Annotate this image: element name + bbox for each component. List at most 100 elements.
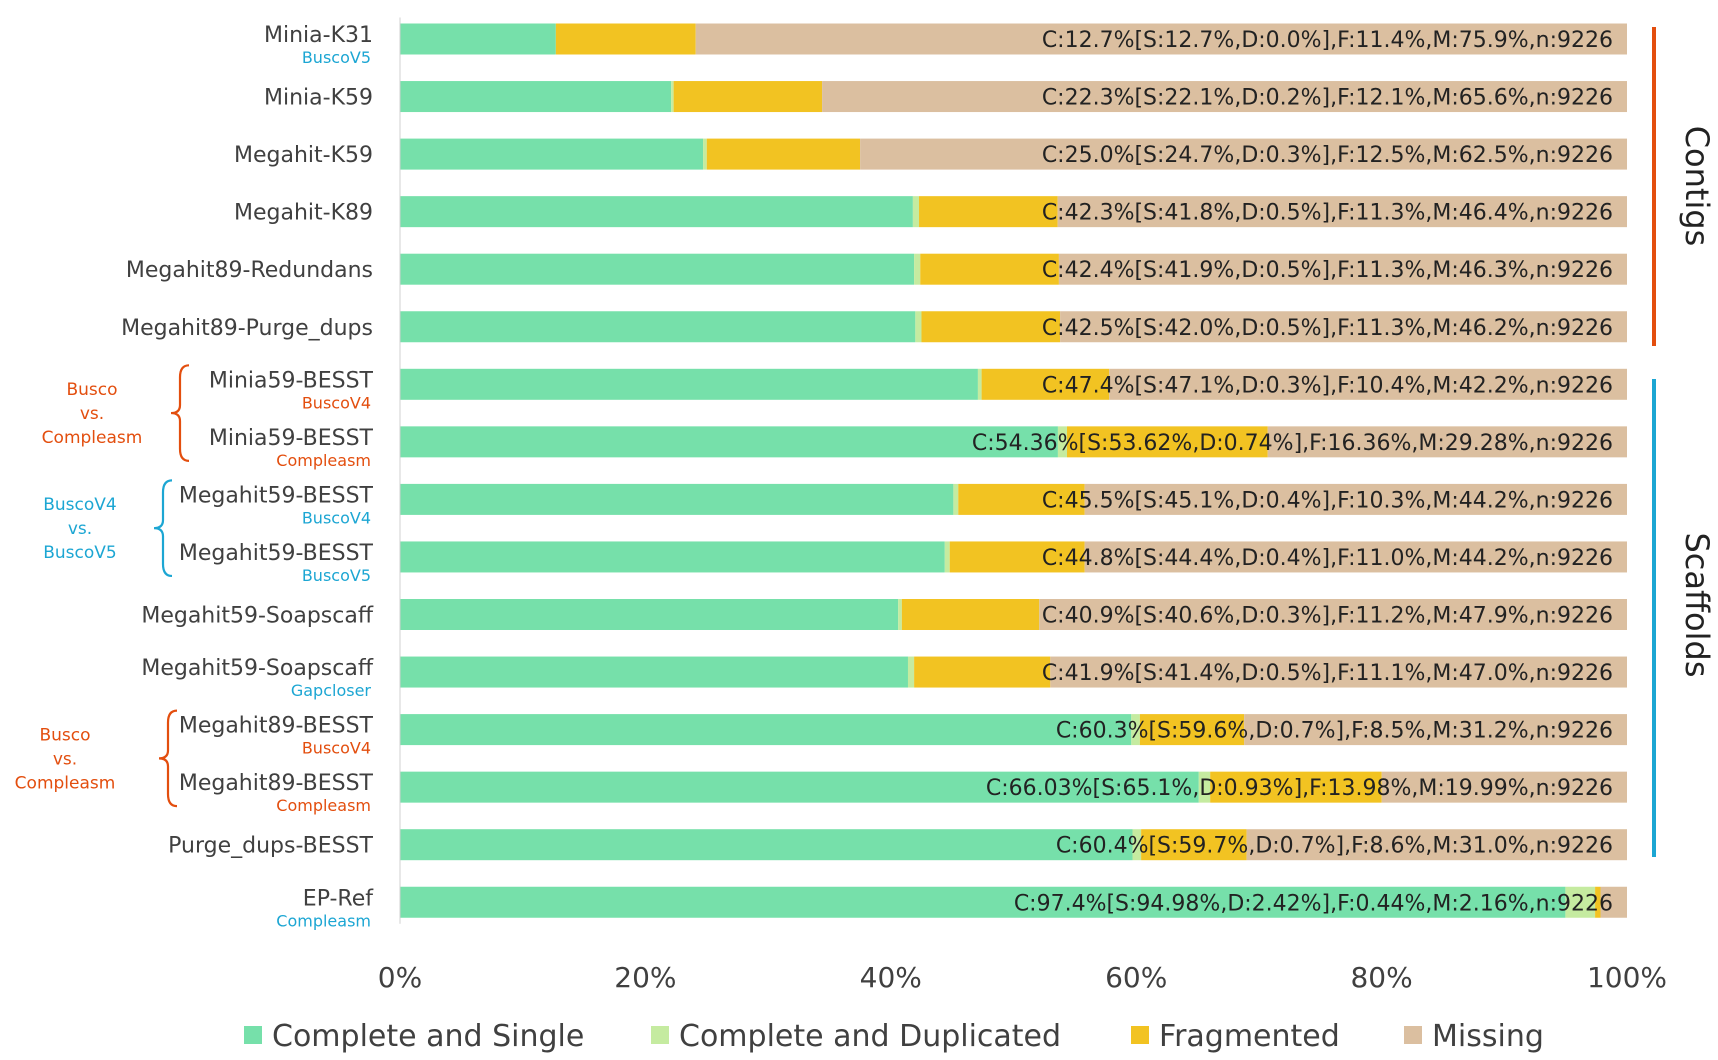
bar-segment-complete-and-duplicated-row-10 — [944, 541, 950, 573]
bar-segment-complete-and-single-row-12 — [400, 656, 908, 688]
category-label: Megahit89-BESST — [179, 714, 374, 739]
legend: Complete and Single Complete and Duplicat… — [244, 1019, 1544, 1054]
bar-segment-complete-and-duplicated-row-3 — [703, 138, 707, 170]
data-label-summary: C:47.4%[S:47.1%,D:0.3%],F:10.4%,M:42.2%,… — [1042, 373, 1613, 398]
bar-segment-fragmented-row-12 — [914, 656, 1051, 688]
bar-segment-complete-and-single-row-9 — [400, 483, 954, 515]
bar-segment-missing-row-9 — [1084, 483, 1627, 515]
data-label-summary: C:42.5%[S:42.0%,D:0.5%],F:11.3%,M:46.2%,… — [1042, 316, 1613, 341]
comparison-brace — [153, 479, 173, 578]
bar-segment-complete-and-single-row-3 — [400, 138, 704, 170]
data-label-summary: C:40.9%[S:40.6%,D:0.3%],F:11.2%,M:47.9%,… — [1042, 604, 1613, 629]
category-sublabel: Compleasm — [276, 911, 371, 930]
bar-segment-missing-row-8 — [1267, 426, 1627, 458]
bar-segment-missing-row-16 — [1600, 886, 1627, 918]
category-sublabel: BuscoV4 — [302, 508, 371, 527]
comparison-annotations-layer: Busco vs. Compleasm BuscoV4 vs. BuscoV5 Busco v… — [15, 364, 190, 808]
legend-label-complete-and-duplicated: Complete and Duplicated — [679, 1019, 1061, 1054]
bar-segment-complete-and-single-row-2 — [400, 81, 672, 113]
comparison-annotation-text: BuscoV4 — [43, 495, 117, 515]
bars-layer — [400, 23, 1628, 918]
comparison-annotation-text: Compleasm — [15, 773, 116, 793]
x-axis: 0% 20% 40% 60% 80% 100% — [378, 17, 1667, 994]
bar-segment-complete-and-duplicated-row-5 — [914, 253, 921, 285]
category-label: Megahit59-Soapscaff — [141, 604, 373, 629]
bar-segment-missing-row-11 — [1039, 599, 1627, 630]
bar-segment-missing-row-12 — [1050, 656, 1627, 688]
comparison-annotation-text: Busco — [39, 725, 90, 745]
data-label-summary: C:42.4%[S:41.9%,D:0.5%],F:11.3%,M:46.3%,… — [1042, 258, 1613, 283]
data-label-summary: C:54.36%[S:53.62%,D:0.74%],F:16.36%,M:29… — [972, 431, 1613, 456]
bar-segment-fragmented-row-11 — [901, 599, 1040, 630]
bar-segment-fragmented-row-7 — [981, 368, 1110, 400]
legend-swatch-complete-and-duplicated — [651, 1026, 669, 1044]
bar-segment-fragmented-row-16 — [1595, 886, 1601, 918]
category-labels-layer: Minia-K31BuscoV5Minia-K59Megahit-K59Mega… — [121, 23, 374, 930]
bar-segment-complete-and-single-row-15 — [400, 829, 1133, 861]
bar-segment-fragmented-row-6 — [921, 311, 1061, 343]
bar-segment-missing-row-3 — [860, 138, 1628, 170]
x-tick-label: 60% — [1105, 961, 1167, 994]
bar-segment-complete-and-single-row-14 — [400, 771, 1199, 803]
category-sublabel: BuscoV5 — [302, 566, 371, 585]
bar-segment-fragmented-row-10 — [949, 541, 1085, 573]
bar-segment-complete-and-single-row-1 — [400, 23, 556, 55]
comparison-annotation-text: BuscoV5 — [43, 543, 117, 563]
data-label-summary: C:60.3%[S:59.6%,D:0.7%],F:8.5%,M:31.2%,n… — [1056, 719, 1613, 744]
bar-segment-complete-and-single-row-4 — [400, 196, 913, 228]
bar-segment-complete-and-duplicated-row-13 — [1131, 714, 1140, 746]
category-label: Megahit59-BESST — [179, 541, 374, 566]
data-label-summary: C:97.4%[S:94.98%,D:2.42%],F:0.44%,M:2.16… — [1014, 891, 1613, 916]
data-label-summary: C:12.7%[S:12.7%,D:0.0%],F:11.4%,M:75.9%,… — [1042, 28, 1613, 53]
data-label-summary: C:44.8%[S:44.4%,D:0.4%],F:11.0%,M:44.2%,… — [1042, 546, 1613, 571]
bar-segment-fragmented-row-4 — [919, 196, 1058, 228]
comparison-annotation-text: Compleasm — [42, 428, 143, 448]
bar-segment-fragmented-row-2 — [673, 81, 823, 113]
summary-labels-layer: C:12.7%[S:12.7%,D:0.0%],F:11.4%,M:75.9%,… — [972, 28, 1613, 916]
bar-segment-complete-and-duplicated-row-4 — [912, 196, 920, 228]
legend-swatch-complete-and-single — [244, 1026, 262, 1044]
x-tick-label: 20% — [614, 961, 676, 994]
category-label: Minia-K31 — [264, 23, 373, 48]
comparison-brace — [158, 709, 178, 808]
category-sublabel: BuscoV4 — [302, 393, 371, 412]
bar-segment-fragmented-row-9 — [958, 483, 1085, 515]
data-label-summary: C:66.03%[S:65.1%,D:0.93%],F:13.98%,M:19.… — [986, 776, 1613, 801]
comparison-annotation-text: vs. — [68, 519, 92, 539]
comparison-annotation-text: vs. — [80, 404, 104, 424]
category-label: Purge_dups-BESST — [168, 834, 373, 859]
bar-segment-complete-and-single-row-13 — [400, 714, 1132, 746]
bar-segment-complete-and-duplicated-row-12 — [907, 656, 915, 688]
bar-segment-fragmented-row-1 — [555, 23, 696, 55]
category-label: Megahit-K59 — [234, 143, 373, 168]
bar-segment-complete-and-duplicated-row-8 — [1057, 426, 1067, 458]
bar-segment-missing-row-13 — [1244, 714, 1627, 746]
bar-segment-missing-row-5 — [1058, 253, 1627, 285]
data-label-summary: C:41.9%[S:41.4%,D:0.5%],F:11.1%,M:47.0%,… — [1042, 661, 1613, 686]
bar-segment-complete-and-single-row-16 — [400, 886, 1566, 918]
bar-segment-complete-and-single-row-10 — [400, 541, 945, 573]
bar-segment-complete-and-single-row-8 — [400, 426, 1058, 458]
data-label-summary: C:60.4%[S:59.7%,D:0.7%],F:8.6%,M:31.0%,n… — [1056, 834, 1613, 859]
category-label: Minia-K59 — [264, 86, 373, 111]
legend-swatch-missing — [1404, 1026, 1422, 1044]
data-label-summary: C:42.3%[S:41.8%,D:0.5%],F:11.3%,M:46.4%,… — [1042, 201, 1613, 226]
category-sublabel: BuscoV5 — [302, 48, 371, 67]
bar-segment-complete-and-duplicated-row-15 — [1132, 829, 1142, 861]
x-tick-label: 80% — [1350, 961, 1412, 994]
bar-segment-fragmented-row-14 — [1210, 771, 1382, 803]
bar-segment-fragmented-row-13 — [1139, 714, 1245, 746]
bar-segment-missing-row-2 — [822, 81, 1627, 113]
bar-segment-fragmented-row-8 — [1067, 426, 1268, 458]
bar-segment-missing-row-6 — [1060, 311, 1627, 343]
comparison-brace — [170, 364, 190, 462]
category-label: Minia59-BESST — [209, 426, 374, 451]
bar-segment-complete-and-duplicated-row-11 — [898, 599, 902, 630]
data-label-summary: C:45.5%[S:45.1%,D:0.4%],F:10.3%,M:44.2%,… — [1042, 488, 1613, 513]
bar-segment-complete-and-duplicated-row-16 — [1565, 886, 1596, 918]
data-label-summary: C:25.0%[S:24.7%,D:0.3%],F:12.5%,M:62.5%,… — [1042, 143, 1613, 168]
comparison-annotation-text: vs. — [53, 749, 77, 769]
data-label-summary: C:22.3%[S:22.1%,D:0.2%],F:12.1%,M:65.6%,… — [1042, 86, 1613, 111]
bar-segment-complete-and-duplicated-row-2 — [671, 81, 674, 113]
bar-segment-missing-row-15 — [1246, 829, 1627, 861]
